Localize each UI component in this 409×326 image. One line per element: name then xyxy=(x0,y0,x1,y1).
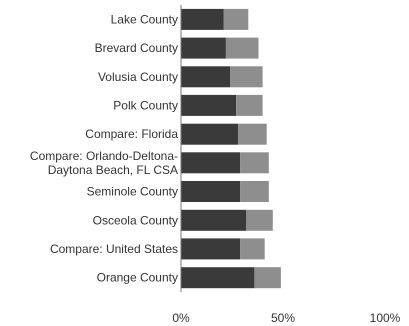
bar-segment xyxy=(181,209,247,231)
category-label: Brevard County xyxy=(95,41,178,55)
bar-segment xyxy=(181,94,237,116)
bars-group xyxy=(181,8,281,289)
bar-segment xyxy=(225,37,259,59)
bar-segment xyxy=(230,66,263,88)
category-label: Seminole County xyxy=(87,185,178,199)
x-tick-label: 100% xyxy=(370,311,401,325)
bar-segment xyxy=(181,37,226,59)
category-label: Osceola County xyxy=(93,213,178,227)
x-tick-label: 50% xyxy=(271,311,295,325)
bar-segment xyxy=(181,267,255,289)
category-label: Compare: Florida xyxy=(85,127,178,141)
bar-segment xyxy=(240,181,269,202)
bar-segment xyxy=(223,8,249,30)
bar-segment xyxy=(254,267,281,289)
category-labels: Lake County Brevard County Volusia County P… xyxy=(30,12,178,284)
bar-segment xyxy=(181,123,239,145)
bar-segment xyxy=(240,238,265,260)
category-label: Compare: Orlando-Deltona-Daytona Beach, … xyxy=(30,149,178,177)
bar-segment xyxy=(181,181,241,202)
bar-segment xyxy=(181,152,241,174)
bar-segment xyxy=(238,123,267,145)
category-label: Orange County xyxy=(97,271,178,285)
bar-segment xyxy=(181,8,224,30)
category-label: Volusia County xyxy=(98,70,178,84)
bar-segment xyxy=(246,209,273,231)
category-label: Polk County xyxy=(113,98,178,112)
x-tick-label: 0% xyxy=(172,311,190,325)
category-label: Lake County xyxy=(111,12,178,26)
bar-segment xyxy=(240,152,269,174)
x-tick-labels: 0% 50% 100% xyxy=(172,311,400,325)
category-label: Compare: United States xyxy=(50,242,178,256)
bar-segment xyxy=(181,238,241,260)
bar-segment xyxy=(236,94,263,116)
bar-segment xyxy=(181,66,230,88)
